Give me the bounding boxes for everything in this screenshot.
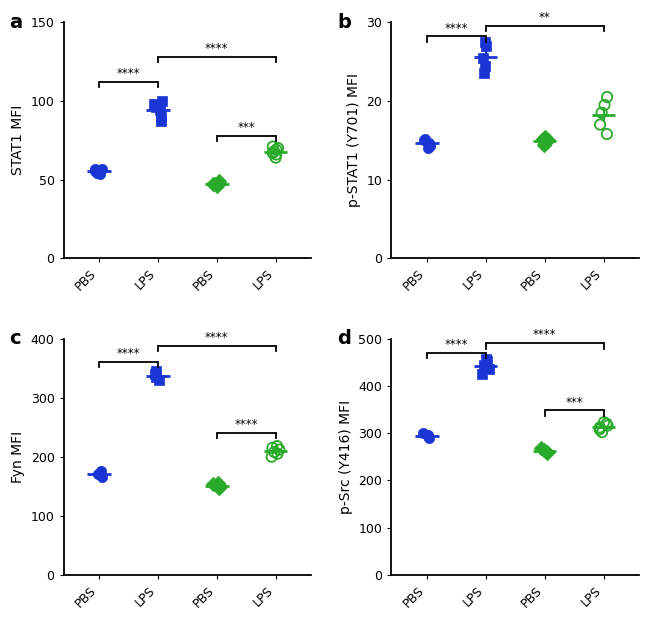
Point: [595, 424, 605, 434]
Text: ****: ****: [116, 67, 140, 80]
Point: [597, 108, 607, 118]
Point: [208, 179, 218, 189]
Point: [150, 369, 160, 379]
Point: [418, 428, 428, 438]
Point: [539, 140, 549, 150]
Text: b: b: [337, 13, 351, 32]
Point: [213, 478, 224, 488]
Point: [211, 181, 222, 191]
Point: [271, 145, 281, 155]
Point: [271, 150, 281, 160]
Point: [599, 417, 609, 427]
Point: [425, 141, 436, 151]
Point: [601, 419, 612, 428]
Point: [597, 427, 607, 437]
Point: [92, 168, 102, 178]
Point: [422, 432, 433, 442]
Text: ****: ****: [445, 22, 468, 35]
Point: [541, 446, 552, 456]
Point: [155, 117, 166, 127]
Text: a: a: [9, 13, 22, 32]
Point: [266, 451, 277, 461]
Point: [422, 143, 433, 153]
Point: [602, 129, 612, 139]
Text: ****: ****: [445, 338, 468, 351]
Point: [536, 443, 547, 453]
Point: [272, 441, 282, 451]
Point: [478, 360, 489, 369]
Point: [155, 112, 166, 122]
Point: [484, 365, 494, 374]
Point: [213, 483, 224, 493]
Point: [540, 132, 551, 142]
Point: [267, 443, 278, 453]
Point: [268, 148, 278, 158]
Point: [92, 469, 103, 479]
Point: [157, 96, 167, 106]
Point: [96, 466, 106, 476]
Point: [90, 165, 100, 175]
Point: [420, 134, 430, 143]
Point: [595, 120, 605, 130]
Point: [480, 37, 490, 47]
Point: [478, 68, 489, 78]
Point: [602, 92, 612, 102]
Point: [95, 169, 105, 179]
Point: [208, 479, 218, 489]
Point: [155, 106, 166, 116]
Point: [149, 99, 159, 109]
Point: [273, 143, 283, 153]
Point: [423, 430, 434, 440]
Point: [151, 102, 161, 112]
Point: [268, 142, 278, 152]
Point: [480, 41, 491, 51]
Point: [538, 134, 548, 143]
Point: [269, 447, 280, 457]
Point: [476, 369, 487, 379]
Point: [151, 372, 161, 382]
Text: ****: ****: [205, 42, 229, 55]
Point: [543, 135, 553, 145]
Text: d: d: [337, 329, 351, 348]
Text: ***: ***: [237, 120, 255, 134]
Point: [272, 449, 283, 459]
Point: [151, 366, 162, 376]
Point: [214, 176, 224, 186]
Point: [424, 433, 434, 443]
Point: [269, 147, 280, 156]
Text: ****: ****: [533, 329, 556, 342]
Point: [539, 445, 549, 455]
Point: [209, 179, 220, 189]
Point: [96, 164, 107, 174]
Point: [480, 355, 491, 365]
Text: **: **: [539, 11, 551, 24]
Point: [603, 420, 613, 430]
Point: [482, 356, 492, 366]
Point: [154, 375, 164, 385]
Point: [213, 178, 224, 188]
Text: ****: ****: [116, 347, 140, 360]
Point: [215, 481, 226, 491]
Point: [96, 473, 107, 483]
Text: ****: ****: [205, 331, 229, 344]
Point: [270, 153, 281, 163]
Point: [274, 445, 285, 455]
Text: ****: ****: [235, 418, 258, 431]
Text: c: c: [9, 329, 21, 348]
Point: [213, 482, 224, 492]
Y-axis label: STAT1 MFI: STAT1 MFI: [11, 105, 25, 176]
Point: [480, 61, 491, 71]
Text: ***: ***: [566, 396, 583, 409]
Point: [419, 135, 430, 145]
Point: [477, 53, 488, 63]
Point: [541, 448, 552, 458]
Point: [595, 422, 605, 432]
Y-axis label: p-Src (Y416) MFI: p-Src (Y416) MFI: [339, 400, 353, 514]
Y-axis label: Fyn MFI: Fyn MFI: [11, 430, 25, 483]
Y-axis label: p-STAT1 (Y701) MFI: p-STAT1 (Y701) MFI: [347, 73, 361, 207]
Point: [90, 166, 100, 176]
Point: [599, 100, 610, 110]
Point: [540, 138, 551, 148]
Point: [424, 138, 434, 148]
